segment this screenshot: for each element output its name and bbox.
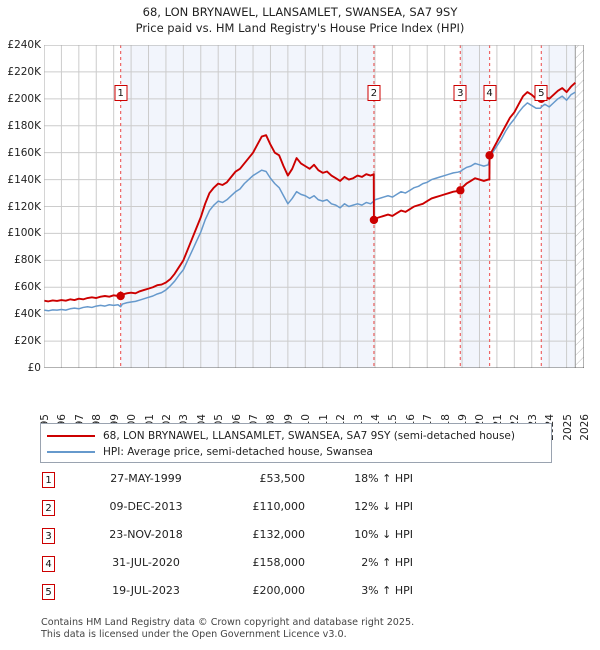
y-axis-tick-label: £220K xyxy=(7,65,41,78)
sale-point xyxy=(485,151,494,160)
sale-marker-badge[interactable]: 5 xyxy=(534,85,548,101)
y-axis-tick-label: £0 xyxy=(27,362,41,374)
txn-date: 19-JUL-2023 xyxy=(112,584,180,597)
legend-swatch-price-paid xyxy=(47,435,95,437)
chart-title-line2: Price paid vs. HM Land Registry's House … xyxy=(135,21,465,35)
txn-index-badge[interactable]: 1 xyxy=(42,472,55,488)
y-axis-tick-label: £20K xyxy=(14,335,41,348)
table-row[interactable]: 3 23-NOV-2018 £132,000 10% ↓ HPI xyxy=(40,526,460,554)
y-axis-tick-label: £200K xyxy=(7,92,41,105)
y-axis-labels: £0 £20K £40K £60K £80K £100K £120K £140K £160K £1… xyxy=(0,39,41,374)
y-axis-tick-label: £100K xyxy=(7,227,41,240)
txn-date: 09-DEC-2013 xyxy=(109,500,183,513)
y-axis-tick-label: £40K xyxy=(14,308,41,321)
footer-line1: Contains HM Land Registry data © Crown c… xyxy=(41,617,415,628)
table-row[interactable]: 1 27-MAY-1999 £53,500 18% ↑ HPI xyxy=(40,470,460,498)
txn-price: £110,000 xyxy=(252,500,306,513)
transactions-table: 1 27-MAY-1999 £53,500 18% ↑ HPI 2 09-DEC-2013… xyxy=(40,470,460,610)
sale-marker-badge[interactable]: 2 xyxy=(367,85,381,101)
page-title: 68, LON BRYNAWEL, LLANSAMLET, SWANSEA, S… xyxy=(0,4,600,36)
y-axis-tick-label: £120K xyxy=(7,200,41,213)
chart-title-line1: 68, LON BRYNAWEL, LLANSAMLET, SWANSEA, S… xyxy=(142,5,458,19)
chart-legend: 68, LON BRYNAWEL, LLANSAMLET, SWANSEA, S… xyxy=(40,423,552,463)
y-axis-tick-label: £160K xyxy=(7,146,41,159)
footer-line2: This data is licensed under the Open Gov… xyxy=(41,628,347,640)
legend-label-hpi: HPI: Average price, semi-detached house,… xyxy=(103,446,373,458)
txn-index-badge[interactable]: 2 xyxy=(42,500,55,516)
y-axis-tick-label: £240K xyxy=(7,39,41,51)
txn-hpi-delta: 3% ↑ HPI xyxy=(361,584,413,597)
legend-label-price-paid: 68, LON BRYNAWEL, LLANSAMLET, SWANSEA, S… xyxy=(103,430,515,442)
x-axis-tick-label: 2025 xyxy=(561,414,574,441)
table-row[interactable]: 4 31-JUL-2020 £158,000 2% ↑ HPI xyxy=(40,554,460,582)
y-axis-tick-label: £80K xyxy=(14,254,41,267)
txn-date: 31-JUL-2020 xyxy=(112,556,180,569)
y-axis-tick-label: £180K xyxy=(7,119,41,132)
table-row[interactable]: 5 19-JUL-2023 £200,000 3% ↑ HPI xyxy=(40,582,460,610)
legend-swatch-hpi xyxy=(47,451,95,453)
txn-hpi-delta: 10% ↓ HPI xyxy=(354,528,413,541)
txn-date: 27-MAY-1999 xyxy=(110,472,182,485)
txn-hpi-delta: 2% ↑ HPI xyxy=(361,556,413,569)
series-line xyxy=(44,81,576,303)
x-axis-tick-label: 2026 xyxy=(579,414,591,441)
sale-marker-badge[interactable]: 3 xyxy=(453,85,467,101)
legend-item-hpi: HPI: Average price, semi-detached house,… xyxy=(47,444,545,460)
sale-point xyxy=(116,291,125,301)
legend-item-price-paid: 68, LON BRYNAWEL, LLANSAMLET, SWANSEA, S… xyxy=(47,428,545,444)
table-row[interactable]: 2 09-DEC-2013 £110,000 12% ↓ HPI xyxy=(40,498,460,526)
txn-index-badge[interactable]: 3 xyxy=(42,528,55,544)
txn-price: £200,000 xyxy=(252,584,306,597)
y-axis-tick-label: £60K xyxy=(14,281,41,294)
sale-marker-badge[interactable]: 1 xyxy=(114,85,128,101)
txn-price: £53,500 xyxy=(259,472,306,485)
footer-attribution: Contains HM Land Registry data © Crown c… xyxy=(41,617,581,640)
chart-area: £0 £20K £40K £60K £80K £100K £120K £140K £160K £1… xyxy=(0,39,600,441)
txn-price: £158,000 xyxy=(252,556,306,569)
sale-marker-badge[interactable]: 4 xyxy=(483,85,497,101)
sale-point xyxy=(369,215,379,225)
sale-point xyxy=(456,186,465,195)
txn-index-badge[interactable]: 4 xyxy=(42,556,55,572)
txn-price: £132,000 xyxy=(252,528,306,541)
txn-date: 23-NOV-2018 xyxy=(109,528,183,541)
txn-hpi-delta: 18% ↑ HPI xyxy=(354,472,413,485)
y-axis-tick-label: £140K xyxy=(7,173,41,186)
txn-index-badge[interactable]: 5 xyxy=(42,584,55,600)
txn-hpi-delta: 12% ↓ HPI xyxy=(354,500,413,513)
